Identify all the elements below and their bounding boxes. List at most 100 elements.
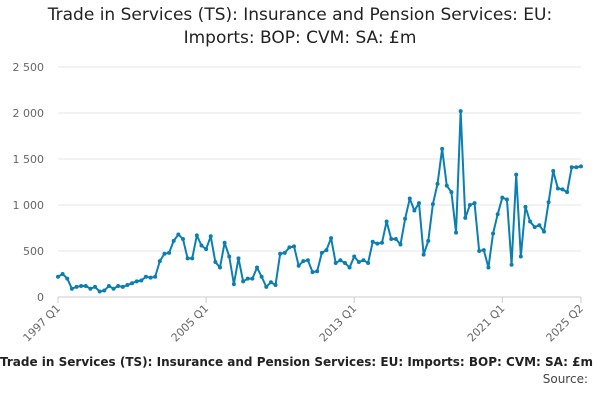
x-tick-label: 2025 Q2 (544, 302, 587, 345)
chart-title-line-1: Trade in Services (TS): Insurance and Pe… (47, 5, 553, 25)
data-point (486, 265, 491, 270)
data-point (389, 237, 394, 242)
data-point (139, 278, 144, 283)
data-point (292, 244, 297, 249)
data-point (454, 230, 459, 235)
data-point (208, 234, 213, 239)
data-point (88, 286, 93, 291)
data-point (245, 276, 250, 281)
data-point (83, 283, 88, 288)
legend: Trade in Services (TS): Insurance and Pe… (0, 355, 593, 369)
data-point (347, 265, 352, 270)
data-point (398, 242, 403, 247)
data-point (227, 254, 232, 259)
data-point (171, 238, 176, 243)
data-point (541, 229, 546, 234)
data-point (560, 187, 565, 192)
data-point (255, 265, 260, 270)
data-point (125, 283, 130, 288)
data-point (176, 232, 181, 237)
y-axis-ticks: 0 500 1 000 1 500 2 000 2 500 (13, 61, 45, 304)
data-point (69, 286, 74, 291)
data-point (60, 272, 65, 276)
data-point (273, 283, 278, 288)
data-point (407, 196, 412, 201)
data-point (231, 282, 236, 287)
data-point (352, 254, 357, 259)
data-point (463, 215, 468, 220)
x-tick-label: 2005 Q1 (169, 302, 212, 345)
data-point (148, 275, 153, 280)
data-point (366, 260, 371, 265)
data-point (74, 284, 79, 289)
source-label: Source: (542, 372, 588, 386)
data-point (134, 279, 139, 284)
y-tick-label: 500 (23, 245, 44, 258)
data-point (204, 247, 209, 252)
data-point (393, 237, 398, 242)
data-point (458, 109, 463, 114)
data-point (375, 241, 380, 246)
data-point (518, 254, 523, 259)
data-point (65, 276, 70, 281)
gridlines (58, 66, 581, 298)
data-point (333, 260, 338, 265)
data-point (116, 283, 121, 288)
data-point (315, 269, 320, 274)
data-point (565, 190, 570, 195)
data-point (157, 259, 162, 264)
data-point (495, 212, 500, 217)
data-point (250, 276, 255, 281)
data-point (194, 233, 199, 238)
data-point (264, 284, 269, 289)
data-point (426, 238, 431, 243)
data-point (79, 283, 84, 288)
legend-label: Trade in Services (TS): Insurance and Pe… (0, 355, 594, 369)
data-point (467, 203, 472, 207)
data-point (491, 231, 496, 236)
data-point (500, 195, 505, 200)
data-point (569, 165, 574, 170)
data-point (514, 172, 519, 177)
data-point (217, 265, 222, 270)
data-point (523, 204, 528, 209)
data-point (481, 248, 486, 253)
data-point (102, 288, 107, 293)
data-point (106, 283, 111, 288)
data-point (551, 168, 556, 173)
x-tick-label: 2021 Q1 (465, 302, 508, 345)
data-point (504, 197, 509, 202)
data-point (185, 256, 190, 261)
data-point (213, 260, 218, 265)
chart-title-line-2: Imports: BOP: CVM: SA: £m (183, 28, 417, 48)
data-point (259, 274, 264, 279)
data-point (370, 239, 375, 244)
data-point (301, 259, 306, 264)
data-point (555, 186, 560, 191)
data-point (287, 245, 292, 250)
data-point (268, 280, 273, 285)
data-point (324, 248, 329, 253)
data-point (222, 240, 227, 245)
data-point (167, 250, 172, 255)
data-point (153, 274, 158, 279)
data-point (574, 165, 579, 170)
data-point (190, 256, 195, 261)
data-point (440, 146, 445, 151)
data-point (528, 219, 533, 224)
series-group (56, 109, 583, 294)
data-point (449, 190, 454, 195)
data-point (532, 225, 537, 230)
data-point (199, 243, 204, 248)
data-point (379, 240, 384, 245)
data-point (421, 252, 426, 257)
data-point (338, 258, 343, 263)
data-point (417, 201, 422, 206)
data-point (444, 183, 449, 188)
data-point (403, 216, 408, 221)
data-point (56, 274, 60, 279)
x-tick-label: 1997 Q1 (21, 302, 64, 345)
data-point (329, 236, 334, 241)
data-point (319, 250, 324, 255)
data-point (477, 249, 482, 253)
